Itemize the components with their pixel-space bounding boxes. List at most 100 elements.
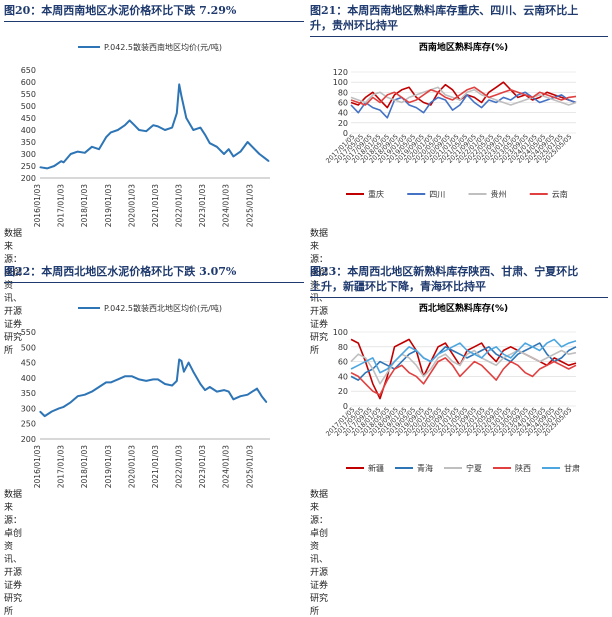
data-point bbox=[216, 391, 218, 393]
x-tick-label: 2021/01/03 bbox=[151, 184, 160, 227]
legend-label: 贵州 bbox=[491, 189, 507, 199]
data-point bbox=[98, 386, 100, 388]
data-point bbox=[178, 358, 180, 361]
y-tick-label: 20 bbox=[338, 119, 348, 128]
data-point bbox=[199, 127, 202, 129]
x-tick-label: 2024/01/03 bbox=[222, 445, 231, 488]
data-point bbox=[171, 127, 173, 129]
y-tick-label: 500 bbox=[21, 102, 36, 111]
data-point bbox=[258, 153, 260, 155]
figure-23-caption-line1: 图23：本周西北地区新熟料库存陕西、甘肃、宁夏环比 bbox=[310, 265, 579, 278]
data-point bbox=[228, 391, 230, 393]
figure-23-caption-line2: 上升，新疆环比下降，青海环比持平 bbox=[310, 280, 486, 293]
x-tick-label: 2025/01/03 bbox=[245, 445, 254, 488]
data-point bbox=[70, 153, 72, 155]
y-tick-label: 120 bbox=[333, 68, 348, 77]
legend-label: 青海 bbox=[417, 463, 433, 473]
data-point bbox=[232, 398, 235, 400]
y-tick-label: 80 bbox=[338, 88, 348, 97]
data-point bbox=[204, 134, 206, 136]
figure-23-chart: 西北地区熟料库存(%)0204060801002017/01/052017/05… bbox=[324, 302, 580, 473]
data-point bbox=[91, 146, 93, 148]
series-line-陕西 bbox=[350, 357, 577, 396]
data-point bbox=[265, 401, 268, 403]
data-point bbox=[39, 410, 41, 413]
y-tick-label: 0 bbox=[343, 402, 348, 411]
figure-20-source: 数据来源：卓创资讯、开源证券研究所 bbox=[4, 229, 23, 356]
data-point bbox=[157, 125, 159, 127]
series-line-宁夏 bbox=[350, 349, 577, 385]
data-point bbox=[46, 167, 48, 169]
data-point bbox=[84, 152, 86, 154]
x-tick-label: 2019/01/03 bbox=[104, 184, 113, 227]
series-line-贵州 bbox=[350, 86, 577, 106]
legend-label: P.042.5散装西南地区均价(元/吨) bbox=[104, 42, 222, 52]
data-point bbox=[171, 384, 173, 387]
series-line-四川 bbox=[350, 91, 577, 119]
y-tick-label: 200 bbox=[21, 435, 36, 444]
data-point bbox=[246, 141, 249, 143]
data-point bbox=[44, 415, 46, 417]
y-tick-label: 20 bbox=[338, 387, 348, 396]
data-point bbox=[204, 389, 206, 391]
y-tick-label: 80 bbox=[338, 343, 348, 352]
data-point bbox=[105, 136, 107, 138]
data-point bbox=[178, 83, 180, 85]
y-tick-label: 0 bbox=[343, 129, 348, 138]
y-tick-label: 60 bbox=[338, 358, 348, 367]
data-point bbox=[145, 380, 147, 382]
data-point bbox=[228, 148, 230, 150]
x-tick-label: 2019/01/03 bbox=[104, 445, 113, 488]
data-point bbox=[124, 124, 126, 126]
y-tick-label: 300 bbox=[21, 150, 36, 159]
x-tick-label: 2022/01/03 bbox=[175, 445, 184, 488]
x-tick-label: 2022/01/03 bbox=[175, 184, 184, 227]
series-line bbox=[39, 83, 270, 170]
y-tick-label: 100 bbox=[333, 78, 348, 87]
y-tick-label: 400 bbox=[21, 126, 36, 135]
y-tick-label: 600 bbox=[21, 78, 36, 87]
series-line-重庆 bbox=[350, 81, 577, 109]
data-point bbox=[39, 166, 41, 168]
y-tick-label: 250 bbox=[21, 162, 36, 171]
series-line-云南 bbox=[350, 86, 577, 106]
x-tick-label: 2016/01/03 bbox=[33, 184, 42, 227]
data-point bbox=[152, 378, 154, 380]
data-point bbox=[58, 407, 60, 410]
data-point bbox=[62, 161, 65, 163]
y-tick-label: 550 bbox=[21, 328, 36, 337]
data-point bbox=[223, 389, 225, 391]
data-point bbox=[256, 387, 258, 390]
figure-21-source: 数据来源：卓创资讯、开源证券研究所 bbox=[310, 229, 329, 356]
data-point bbox=[239, 395, 242, 397]
data-point bbox=[138, 378, 140, 380]
data-point bbox=[51, 410, 53, 413]
data-point bbox=[133, 124, 135, 126]
x-tick-label: 2016/01/03 bbox=[33, 445, 42, 488]
x-tick-label: 2018/01/03 bbox=[80, 445, 89, 488]
figure-21-caption-line1: 图21：本周西南地区熟料库存重庆、四川、云南环比上 bbox=[310, 4, 579, 17]
y-tick-label: 450 bbox=[21, 359, 36, 368]
x-tick-label: 2023/01/03 bbox=[198, 445, 207, 488]
data-point bbox=[124, 375, 126, 377]
data-point bbox=[188, 361, 190, 364]
y-tick-label: 200 bbox=[21, 174, 36, 183]
legend-label: 四川 bbox=[429, 190, 445, 199]
data-point bbox=[77, 395, 79, 397]
figure-22-source: 数据来源：卓创资讯、开源证券研究所 bbox=[4, 490, 23, 617]
figure-20-chart: P.042.5散装西南地区均价(元/吨) 200 250 300 350 400 450 50… bbox=[21, 42, 270, 227]
data-point bbox=[216, 146, 218, 148]
data-point bbox=[164, 383, 166, 385]
y-tick-label: 400 bbox=[21, 374, 36, 383]
figure-22-caption: 图22：本周西北地区水泥价格环比下跌 3.07% bbox=[4, 265, 237, 278]
data-point bbox=[131, 375, 133, 377]
data-point bbox=[180, 95, 183, 97]
data-point bbox=[239, 151, 242, 153]
y-tick-label: 60 bbox=[338, 99, 348, 108]
y-tick-label: 500 bbox=[21, 343, 36, 352]
data-point bbox=[223, 153, 225, 155]
data-point bbox=[251, 146, 253, 148]
y-tick-label: 100 bbox=[333, 328, 348, 337]
data-point bbox=[246, 394, 249, 396]
data-point bbox=[268, 160, 270, 162]
